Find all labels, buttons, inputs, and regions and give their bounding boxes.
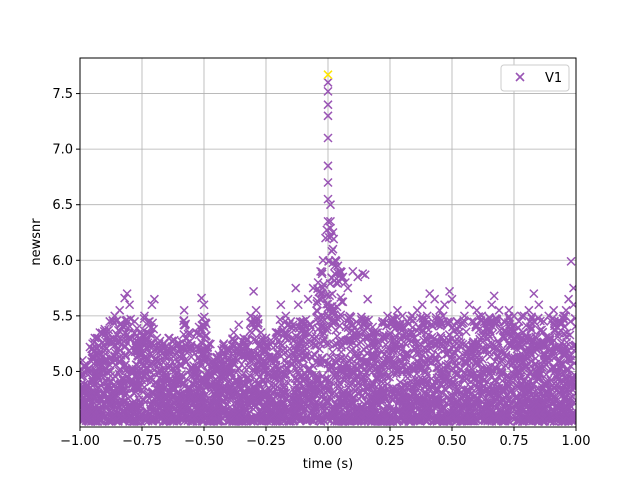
x-tick-label: −0.50 bbox=[184, 434, 224, 449]
x-tick-label: −1.00 bbox=[60, 434, 100, 449]
x-tick-label: 0.75 bbox=[500, 434, 529, 449]
x-tick-label: 1.00 bbox=[562, 434, 591, 449]
x-tick-label: 0.00 bbox=[314, 434, 343, 449]
legend: V1 bbox=[501, 65, 569, 91]
y-tick-label: 6.0 bbox=[52, 254, 73, 269]
x-tick-label: 0.25 bbox=[376, 434, 405, 449]
y-tick-label: 5.0 bbox=[52, 365, 73, 380]
y-tick-label: 5.5 bbox=[52, 309, 73, 324]
legend-label-v1: V1 bbox=[545, 71, 562, 86]
y-tick-label: 6.5 bbox=[52, 198, 73, 213]
x-axis-label: time (s) bbox=[303, 457, 353, 472]
y-axis-label: newsnr bbox=[29, 218, 44, 266]
x-tick-label: −0.25 bbox=[246, 434, 286, 449]
y-tick-label: 7.5 bbox=[52, 87, 73, 102]
x-tick-label: −0.75 bbox=[122, 434, 162, 449]
x-tick-label: 0.50 bbox=[438, 434, 467, 449]
y-tick-label: 7.0 bbox=[52, 143, 73, 158]
